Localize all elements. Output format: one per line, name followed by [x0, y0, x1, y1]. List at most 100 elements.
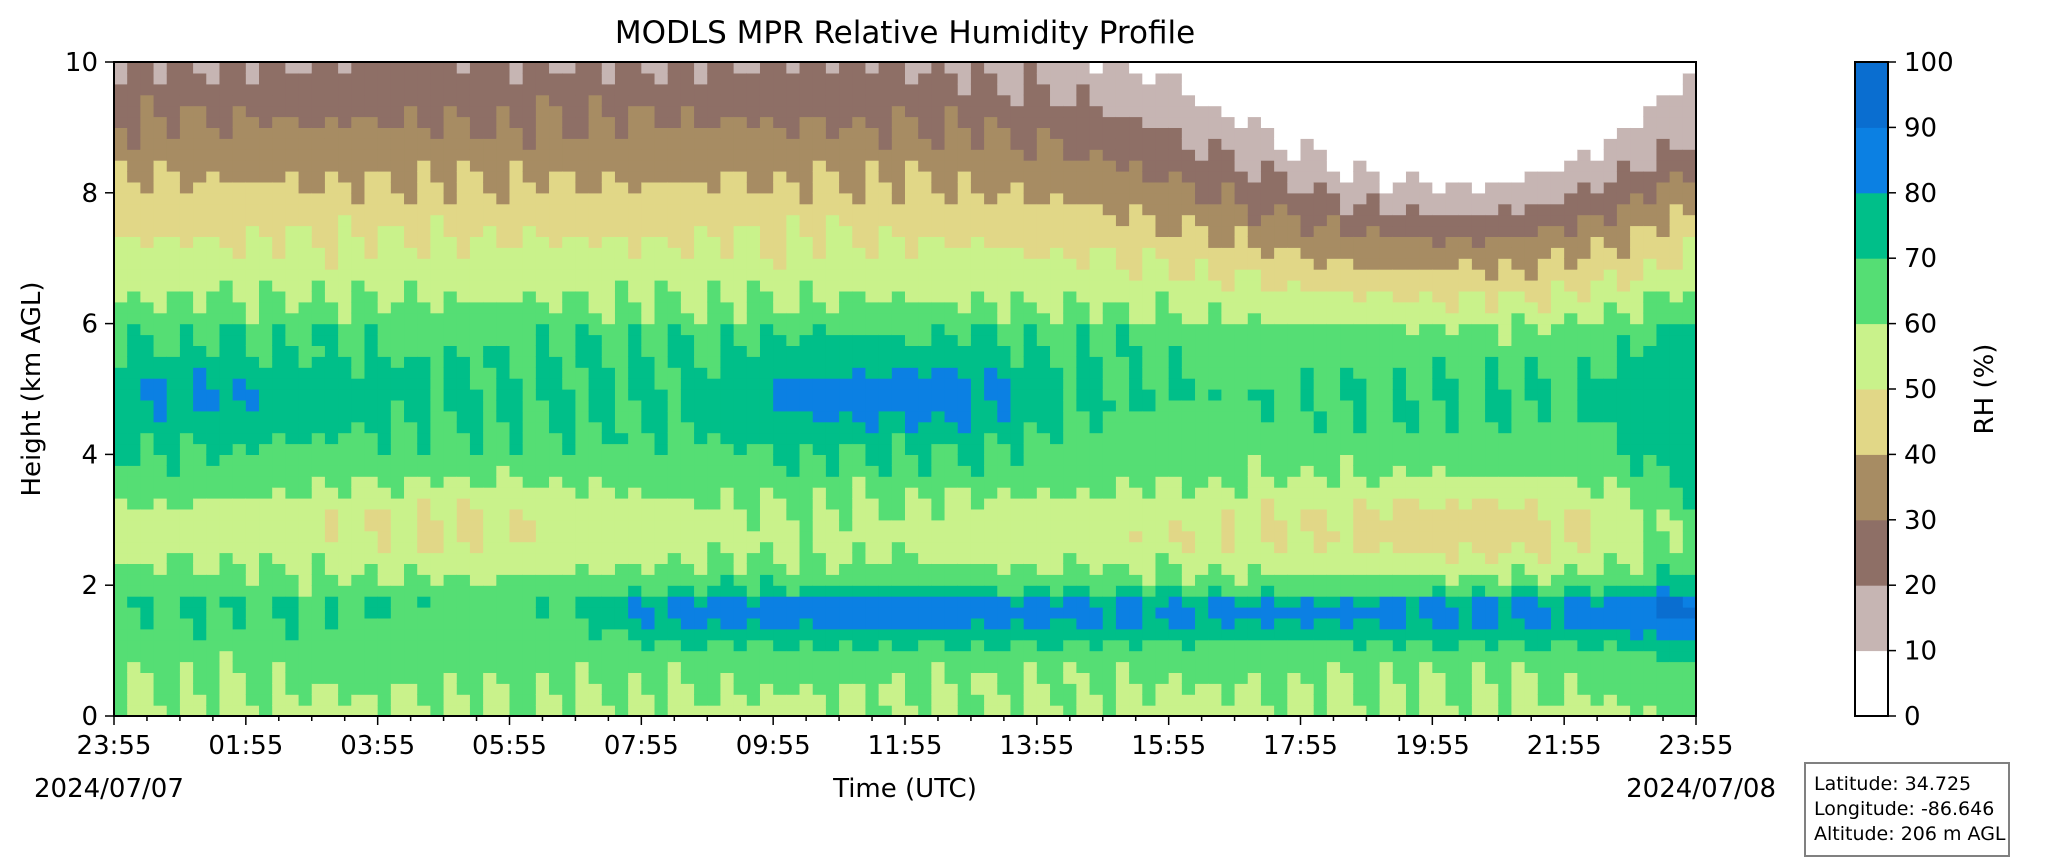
contour-cell: [1142, 607, 1157, 619]
contour-cell: [179, 312, 194, 325]
contour-cell: [984, 672, 998, 684]
contour-cell: [179, 639, 194, 652]
contour-cell: [733, 214, 748, 227]
contour-cell: [799, 269, 814, 281]
contour-cell: [469, 345, 484, 357]
contour-cell: [272, 149, 286, 161]
contour-cell: [496, 454, 511, 466]
contour-cell: [1142, 149, 1157, 161]
contour-cell: [166, 661, 181, 673]
contour-cell: [1010, 498, 1025, 510]
contour-cell: [614, 432, 629, 445]
contour-cell: [1142, 432, 1157, 445]
contour-cell: [654, 454, 669, 466]
contour-cell: [535, 72, 550, 85]
contour-cell: [812, 171, 827, 183]
contour-cell: [298, 399, 313, 412]
contour-cell: [1036, 639, 1051, 652]
contour-cell: [667, 508, 682, 521]
contour-cell: [970, 399, 985, 412]
contour-cell: [496, 149, 511, 161]
contour-cell: [232, 301, 247, 314]
contour-cell: [114, 356, 128, 368]
contour-cell: [324, 421, 339, 434]
contour-cell: [114, 72, 128, 85]
contour-cell: [114, 94, 128, 107]
contour-cell: [114, 138, 128, 150]
contour-cell: [997, 541, 1012, 554]
contour-cell: [245, 617, 260, 630]
contour-cell: [430, 149, 445, 161]
contour-cell: [759, 378, 774, 390]
contour-cell: [443, 378, 458, 390]
contour-cell: [878, 508, 893, 521]
contour-cell: [667, 617, 682, 630]
contour-cell: [193, 290, 207, 303]
contour-cell: [680, 541, 695, 554]
contour-cell: [878, 247, 893, 259]
contour-cell: [338, 508, 352, 521]
contour-cell: [1208, 596, 1222, 608]
contour-cell: [641, 149, 656, 161]
contour-cell: [311, 432, 326, 445]
contour-cell: [1115, 236, 1130, 248]
contour-cell: [773, 487, 787, 499]
contour-cell: [984, 181, 998, 194]
contour-cell: [733, 149, 748, 161]
contour-cell: [377, 487, 392, 499]
contour-cell: [1129, 639, 1143, 652]
contour-cell: [1023, 454, 1038, 466]
contour-cell: [984, 105, 998, 118]
contour-cell: [311, 138, 326, 150]
contour-cell: [799, 410, 814, 423]
contour-cell: [245, 345, 260, 357]
contour-cell: [443, 116, 458, 128]
contour-cell: [390, 62, 405, 74]
contour-cell: [1195, 203, 1209, 216]
contour-cell: [601, 367, 616, 379]
contour-cell: [680, 225, 695, 237]
contour-cell: [562, 508, 577, 521]
contour-cell: [522, 367, 537, 379]
contour-cell: [984, 192, 998, 205]
contour-cell: [259, 596, 273, 608]
contour-cell: [324, 487, 339, 499]
contour-cell: [114, 367, 128, 379]
contour-cell: [1076, 487, 1091, 499]
contour-cell: [799, 530, 814, 543]
contour-cell: [614, 367, 629, 379]
contour-cell: [193, 247, 207, 259]
contour-cell: [1063, 443, 1077, 455]
contour-cell: [773, 378, 787, 390]
contour-cell: [865, 203, 880, 216]
contour-cell: [351, 399, 366, 412]
contour-cell: [166, 149, 181, 161]
contour-cell: [628, 541, 642, 554]
contour-cell: [179, 105, 194, 118]
contour-cell: [852, 83, 867, 96]
contour-cell: [720, 487, 735, 499]
contour-cell: [417, 508, 431, 521]
contour-cell: [628, 399, 642, 412]
contour-cell: [338, 116, 352, 128]
contour-cell: [377, 410, 392, 423]
contour-cell: [878, 683, 893, 695]
contour-cell: [153, 617, 168, 630]
contour-cell: [733, 127, 748, 139]
contour-cell: [773, 301, 787, 314]
contour-cell: [733, 247, 748, 259]
contour-cell: [166, 476, 181, 488]
contour-cell: [509, 519, 524, 532]
contour-cell: [417, 236, 431, 248]
contour-cell: [338, 519, 352, 532]
contour-cell: [522, 83, 537, 96]
contour-cell: [430, 563, 445, 575]
contour-cell: [759, 476, 774, 488]
contour-cell: [905, 94, 919, 107]
contour-cell: [469, 508, 484, 521]
contour-cell: [1142, 345, 1157, 357]
contour-cell: [324, 378, 339, 390]
contour-cell: [364, 356, 379, 368]
contour-cell: [918, 127, 932, 139]
contour-cell: [720, 72, 735, 85]
